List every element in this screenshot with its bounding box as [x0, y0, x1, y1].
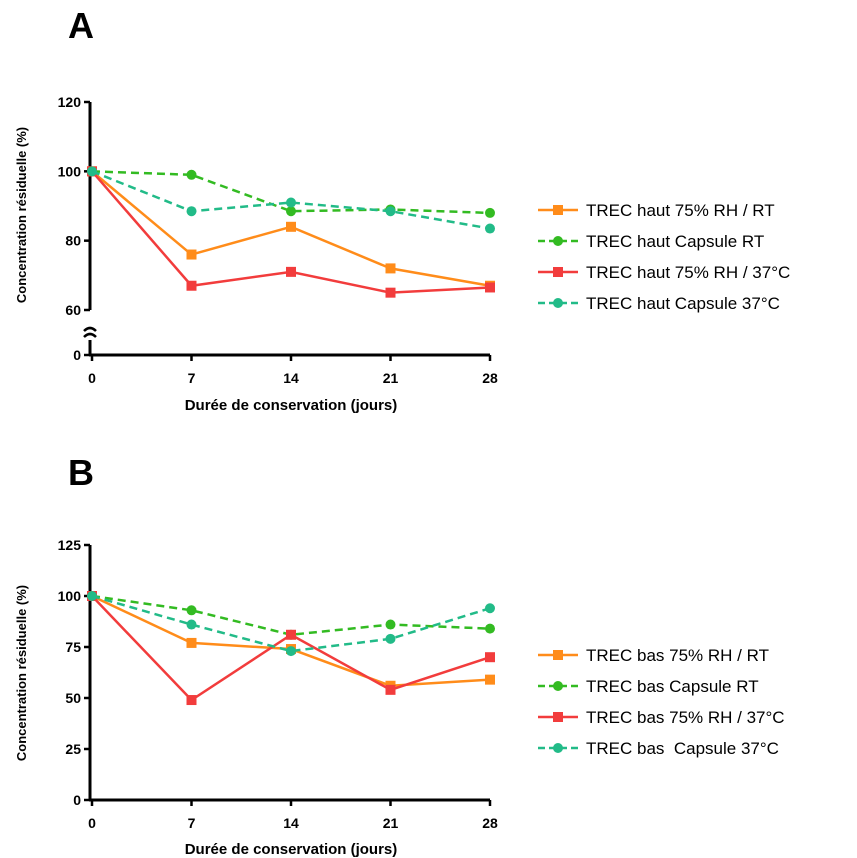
x-tick-label: 21 — [383, 370, 399, 386]
y-axis-title: Concentration résiduelle (%) — [14, 127, 29, 303]
data-point-marker — [286, 206, 296, 217]
y-tick-label: 100 — [58, 163, 82, 179]
legend-label: TREC bas Capsule 37°C — [586, 739, 779, 758]
chart-panel-a: A 0 60 80 100 120 0 7 14 21 28 Durée de conservatio… — [14, 5, 790, 414]
data-point-marker — [385, 619, 396, 630]
data-point-marker — [485, 652, 495, 663]
series-line — [91, 594, 491, 637]
y-tick-label: 60 — [65, 302, 81, 318]
legend-marker — [553, 205, 563, 215]
data-point-marker — [485, 603, 495, 614]
legend-label: TREC bas 75% RH / 37°C — [586, 708, 785, 727]
data-point-marker — [385, 684, 396, 695]
x-tick-label: 28 — [482, 815, 498, 831]
x-tick-label: 7 — [188, 815, 196, 831]
series-line — [91, 594, 491, 653]
legend-label: TREC bas Capsule RT — [586, 677, 759, 696]
data-point-marker — [186, 280, 197, 291]
x-tick-label: 14 — [283, 370, 299, 386]
y-tick-label: 0 — [73, 347, 81, 363]
legend-marker — [553, 298, 563, 308]
legend-marker — [553, 236, 563, 246]
data-point-marker — [286, 221, 296, 232]
y-tick-label: 75 — [65, 639, 81, 655]
panel-label: A — [68, 5, 94, 46]
y-tick-label: 25 — [65, 741, 81, 757]
x-axis-title: Durée de conservation (jours) — [185, 397, 398, 414]
data-point-marker — [485, 674, 495, 685]
legend-marker — [553, 267, 563, 277]
legend-label: TREC haut 75% RH / RT — [586, 201, 775, 220]
data-point-marker — [186, 605, 197, 616]
data-point-marker — [186, 619, 197, 630]
y-tick-label: 0 — [73, 792, 81, 808]
y-tick-label: 80 — [65, 233, 81, 249]
data-point-marker — [286, 646, 296, 657]
x-tick-label: 21 — [383, 815, 399, 831]
data-point-marker — [286, 629, 296, 640]
x-tick-label: 7 — [188, 370, 196, 386]
legend-label: TREC haut Capsule RT — [586, 232, 764, 251]
x-tick-label: 0 — [88, 370, 96, 386]
x-axis-title: Durée de conservation (jours) — [185, 841, 398, 858]
data-point-marker — [186, 249, 197, 260]
y-tick-label: 50 — [65, 690, 81, 706]
legend-marker — [553, 712, 563, 722]
y-axis-title: Concentration résiduelle (%) — [14, 585, 29, 761]
data-point-marker — [186, 637, 197, 648]
y-tick-label: 120 — [58, 94, 82, 110]
series-line — [91, 594, 491, 688]
x-tick-label: 28 — [482, 370, 498, 386]
legend-marker — [553, 681, 563, 691]
data-point-marker — [286, 197, 296, 208]
data-point-marker — [186, 695, 197, 706]
chart-panel-b: B 0 25 50 75 100 125 0 7 14 21 28 Durée de conservat… — [14, 452, 785, 858]
series-line — [91, 170, 491, 215]
axis-break-mark — [83, 326, 97, 332]
x-tick-label: 14 — [283, 815, 299, 831]
data-point-marker — [485, 223, 495, 234]
legend-label: TREC haut 75% RH / 37°C — [586, 263, 790, 282]
data-point-marker — [485, 282, 495, 293]
data-point-marker — [186, 169, 197, 180]
data-point-marker — [87, 591, 97, 601]
axis-break-mark — [83, 332, 97, 338]
legend-label: TREC bas 75% RH / RT — [586, 646, 769, 665]
x-tick-label: 0 — [88, 815, 96, 831]
data-point-marker — [385, 287, 396, 298]
data-point-marker — [286, 266, 296, 277]
data-point-marker — [385, 206, 396, 217]
y-tick-label: 125 — [58, 537, 82, 553]
y-tick-label: 100 — [58, 588, 82, 604]
data-point-marker — [385, 263, 396, 274]
data-point-marker — [385, 633, 396, 644]
legend-marker — [553, 650, 563, 660]
data-point-marker — [485, 207, 495, 218]
legend-label: TREC haut Capsule 37°C — [586, 294, 780, 313]
legend-marker — [553, 743, 563, 753]
panel-label: B — [68, 452, 94, 493]
series-line — [91, 170, 491, 230]
data-point-marker — [485, 623, 495, 634]
data-point-marker — [186, 206, 197, 217]
data-point-marker — [87, 166, 97, 177]
